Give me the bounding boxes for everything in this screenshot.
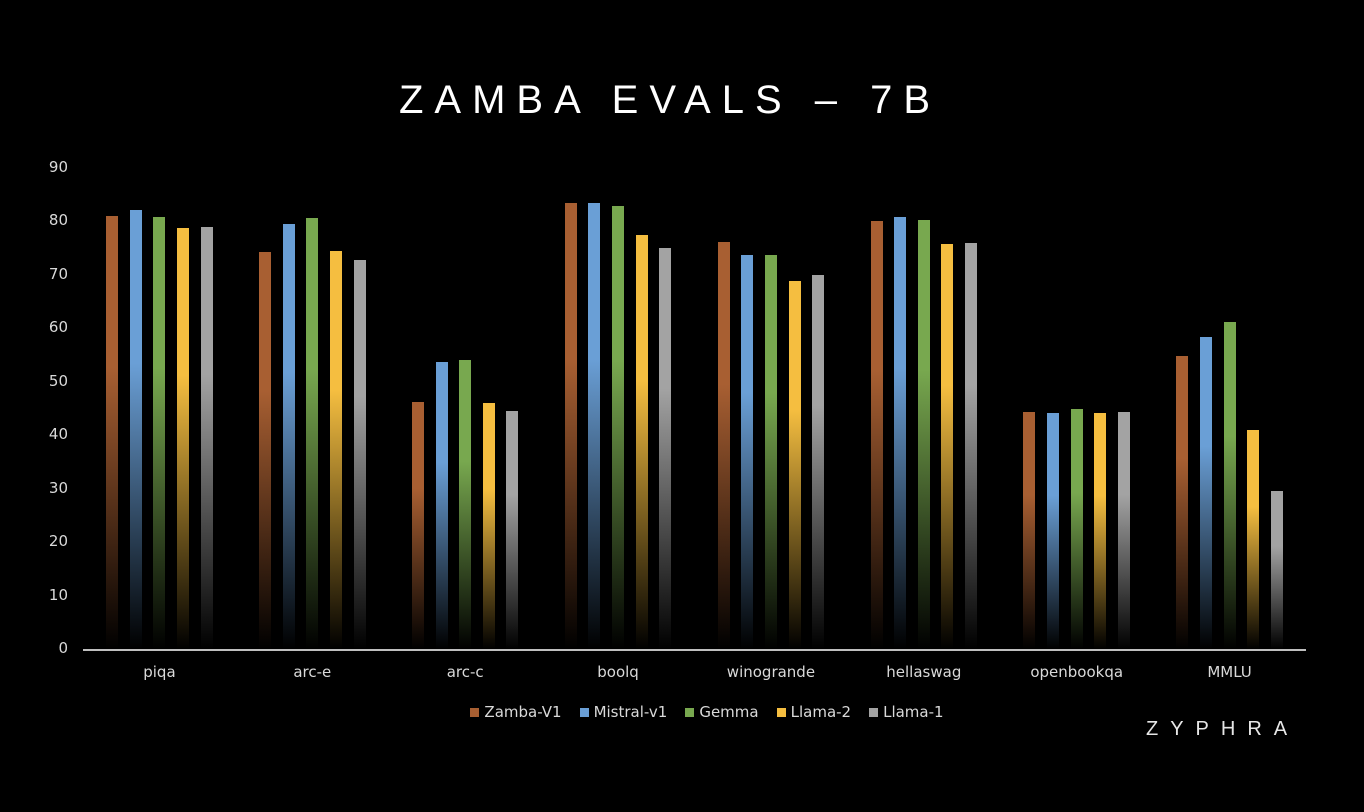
y-tick-label: 30 <box>48 478 68 497</box>
legend-item: Llama-2 <box>776 703 852 721</box>
bar-gemma-openbookqa <box>1070 408 1083 649</box>
legend-swatch-icon <box>579 707 589 717</box>
bar-zamba-v1-hellaswag <box>870 220 883 649</box>
bar-llama-2-piqa <box>177 227 190 649</box>
bar-mistral-v1-winogrande <box>741 255 754 649</box>
bar-mistral-v1-boolq <box>588 202 601 649</box>
bar-gemma-mmlu <box>1223 321 1236 649</box>
bar-llama-1-openbookqa <box>1117 411 1130 649</box>
bar-zamba-v1-boolq <box>564 202 577 649</box>
legend-swatch-icon <box>685 707 695 717</box>
bar-zamba-v1-openbookqa <box>1023 411 1036 649</box>
bar-llama-2-arc-e <box>329 250 342 649</box>
bar-llama-2-arc-c <box>482 403 495 649</box>
legend-item: Gemma <box>685 703 759 721</box>
x-tick-label: arc-e <box>293 663 332 681</box>
legend-label: Mistral-v1 <box>593 703 668 721</box>
x-tick-label: openbookqa <box>1030 663 1124 681</box>
legend-item: Llama-1 <box>869 703 944 721</box>
bar-llama-2-boolq <box>635 235 648 649</box>
legend-label: Llama-1 <box>883 703 944 721</box>
y-tick-label: 40 <box>48 425 68 444</box>
bar-gemma-piqa <box>153 216 166 649</box>
x-tick-label: hellaswag <box>886 663 962 681</box>
bar-gemma-hellaswag <box>917 219 930 649</box>
x-tick-label: winogrande <box>726 663 816 681</box>
bar-llama-1-arc-c <box>506 411 519 649</box>
bar-llama-2-openbookqa <box>1094 413 1107 649</box>
legend-swatch-icon <box>470 707 480 717</box>
bar-zamba-v1-winogrande <box>717 241 730 649</box>
legend-item: Zamba-V1 <box>470 703 562 721</box>
legend-item: Mistral-v1 <box>579 703 668 721</box>
x-tick-label: MMLU <box>1207 663 1252 681</box>
bar-mistral-v1-arc-c <box>435 362 448 649</box>
bar-llama-1-boolq <box>659 248 672 649</box>
legend-swatch-icon <box>776 707 786 717</box>
bar-mistral-v1-openbookqa <box>1047 413 1060 649</box>
bar-gemma-boolq <box>612 205 625 649</box>
y-tick-label: 80 <box>48 211 68 230</box>
legend-label: Gemma <box>699 703 759 721</box>
bar-llama-2-mmlu <box>1247 429 1260 649</box>
zyphra-logo: ZYPHRA <box>1146 718 1300 740</box>
legend-label: Zamba-V1 <box>484 703 562 721</box>
legend-swatch-icon <box>869 707 879 717</box>
x-tick-label: boolq <box>597 663 639 681</box>
legend-label: Llama-2 <box>790 703 852 721</box>
bar-zamba-v1-piqa <box>106 215 119 649</box>
y-tick-label: 0 <box>58 639 68 657</box>
bar-mistral-v1-piqa <box>129 210 142 649</box>
x-axis-line <box>83 649 1306 651</box>
bar-gemma-arc-c <box>459 359 472 649</box>
y-tick-label: 50 <box>48 371 68 390</box>
bar-mistral-v1-arc-e <box>282 224 295 649</box>
bar-mistral-v1-hellaswag <box>894 217 907 649</box>
legend: Zamba-V1 Mistral-v1 Gemma Llama-2 Llama-1 <box>0 703 1364 721</box>
y-tick-label: 70 <box>48 264 68 283</box>
bar-llama-1-hellaswag <box>965 242 977 649</box>
bar-llama-2-winogrande <box>788 280 801 649</box>
bar-llama-1-arc-e <box>353 260 366 649</box>
y-tick-label: 60 <box>48 318 68 337</box>
bar-mistral-v1-mmlu <box>1199 336 1212 649</box>
bar-gemma-arc-e <box>306 218 319 649</box>
bar-llama-1-piqa <box>200 227 213 649</box>
bar-gemma-winogrande <box>764 255 777 649</box>
y-tick-label: 20 <box>48 532 68 551</box>
bar-llama-1-mmlu <box>1270 490 1283 649</box>
y-tick-label: 10 <box>48 585 68 604</box>
chart-title: ZAMBA EVALS – 7B <box>398 78 942 122</box>
x-tick-label: piqa <box>143 663 176 681</box>
bar-zamba-v1-mmlu <box>1176 356 1189 649</box>
bar-llama-2-hellaswag <box>941 244 954 649</box>
y-tick-label: 90 <box>48 158 68 177</box>
x-tick-label: arc-c <box>446 663 484 681</box>
bar-llama-1-winogrande <box>812 275 825 649</box>
bar-zamba-v1-arc-c <box>411 402 424 649</box>
bar-zamba-v1-arc-e <box>259 251 272 649</box>
